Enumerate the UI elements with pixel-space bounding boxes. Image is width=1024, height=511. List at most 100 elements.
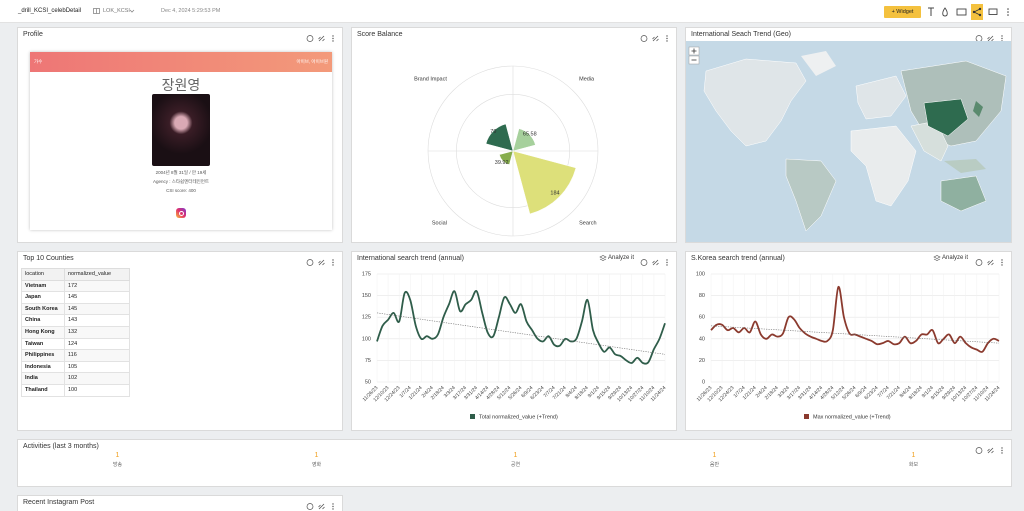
table-cell: South Korea [25, 305, 58, 312]
menu-dot [332, 505, 334, 508]
trend-line [376, 312, 666, 355]
category-label: Social [432, 221, 447, 227]
text-icon[interactable] [928, 7, 934, 16]
icon-group [306, 35, 334, 42]
wedge [499, 150, 514, 165]
panel-title: Profile [23, 31, 43, 38]
info-icon[interactable] [306, 35, 314, 42]
australia [940, 175, 987, 212]
world-map [686, 41, 1011, 242]
top-bar: _drill_KCSI_celebDetail LOK_KCSI Dec 4, … [0, 0, 1024, 23]
info-icon[interactable] [306, 259, 314, 266]
card-icon[interactable] [956, 8, 967, 16]
menu-dot [1001, 35, 1003, 37]
profile-panel: Profile 가수 아이브, 아이브원 장원영 2004년 8월 31일 / … [17, 27, 343, 243]
table-row: Thailand 100 [21, 384, 130, 397]
toolbar-icons [928, 4, 1009, 20]
panel-icons [640, 254, 672, 272]
panel-icons [306, 498, 338, 511]
celeb-name: 장원영 [161, 77, 201, 93]
info-icon[interactable] [306, 503, 314, 510]
activity-count: 1 [314, 452, 319, 459]
info-icon[interactable] [640, 35, 648, 42]
line-chart: 02040608010011/26/2312/10/2312/24/231/7/… [696, 271, 1002, 420]
dashboard-select[interactable]: LOK_KCSI [103, 8, 130, 14]
activity-item: 1 공연 [416, 452, 615, 468]
menu-dot [332, 259, 334, 261]
link-icon [318, 259, 325, 266]
table-cell: China [25, 317, 41, 324]
y-tick-label: 100 [362, 336, 371, 342]
table-panel: Top 10 Counties location normalized_value… [17, 251, 343, 431]
panel-title: International Seach Trend (Geo) [691, 31, 792, 38]
dashboard-icon [93, 8, 100, 14]
dashboard-title: _drill_KCSI_celebDetail [18, 8, 82, 14]
menu-dot [1001, 264, 1003, 266]
table-cell: 145 [64, 303, 129, 315]
series-line [376, 290, 666, 365]
stack-icon [933, 255, 941, 261]
category-label: Media [579, 76, 595, 82]
menu-dot [332, 40, 334, 42]
info-icon[interactable] [975, 447, 983, 454]
link-icon [652, 259, 659, 266]
table-cell: 172 [64, 280, 129, 292]
screen-icon[interactable] [988, 8, 998, 15]
panel-title: Top 10 Counties [23, 255, 74, 262]
greenland [801, 51, 836, 76]
y-tick-label: 0 [702, 379, 705, 385]
table-cell: 143 [64, 315, 129, 326]
menu-dot [666, 261, 668, 264]
activity-label: 영화 [311, 462, 322, 468]
menu-dot [1001, 259, 1003, 261]
table-row: Indonesia 105 [21, 361, 130, 374]
table-cell: 145 [64, 292, 129, 303]
timestamp: Dec 4, 2024 5:29:53 PM [161, 8, 221, 14]
activities-panel: Activities (last 3 months) 1 방송 1 영화 1 공연 1 음반 1… [17, 439, 1012, 487]
geo-panel: International Seach Trend (Geo) [685, 27, 1012, 243]
data-table: location normalized_value Vietnam 172 Japan 1… [21, 268, 130, 397]
birth: 2004년 8월 31일 / 만 19세 [155, 170, 207, 175]
value-label: 39.92 [495, 160, 509, 166]
activity-item: 1 방송 [18, 452, 217, 468]
menu-dot [666, 40, 668, 42]
analyze-button[interactable]: Analyze it [599, 255, 634, 261]
analyze-icon [933, 255, 941, 261]
drop-icon[interactable] [942, 7, 948, 17]
info-icon[interactable] [975, 259, 983, 266]
radial-grid [456, 94, 570, 208]
polar-chart: 79 Brand Impact 65.58 Media 184 Search 39.92 So… [414, 65, 599, 237]
activity-item: 1 음반 [615, 452, 814, 468]
japan [973, 101, 983, 117]
share-highlight[interactable] [971, 4, 983, 20]
table-row: Philippines 116 [21, 350, 130, 362]
instagram-icon[interactable] [176, 208, 186, 218]
panel-title: International search trend (annual) [357, 255, 465, 262]
activity-item: 1 영화 [217, 452, 416, 468]
table-cell: 116 [64, 350, 129, 361]
y-tick-label: 80 [699, 293, 705, 299]
table-row: China 143 [21, 315, 130, 327]
y-tick-label: 20 [699, 358, 705, 364]
legend-swatch [804, 414, 809, 419]
table-header: location normalized_value [21, 268, 130, 281]
info-icon[interactable] [640, 259, 648, 266]
analyze-button[interactable]: Analyze it [933, 255, 968, 261]
activity-item: 1 화보 [814, 452, 1011, 468]
caret[interactable] [129, 9, 135, 14]
table-cell: Japan [25, 294, 41, 301]
menu-dot [332, 508, 334, 510]
icon-group [640, 35, 668, 42]
category-label: Brand Impact [414, 76, 447, 82]
table-cell: 124 [64, 338, 129, 350]
menu-dot [332, 35, 334, 37]
korea-trend-panel: S.Korea search trend (annual) Analyze it… [685, 251, 1012, 431]
card-header: 가수 아이브, 아이브원 [30, 52, 332, 72]
csi-score: CSI score: 400 [166, 188, 196, 193]
widget-button[interactable]: + Widget [884, 6, 921, 18]
south-america [785, 158, 837, 232]
panel-icons [975, 254, 1007, 272]
profile-photo [152, 94, 210, 166]
table-cell: Indonesia [25, 363, 51, 370]
